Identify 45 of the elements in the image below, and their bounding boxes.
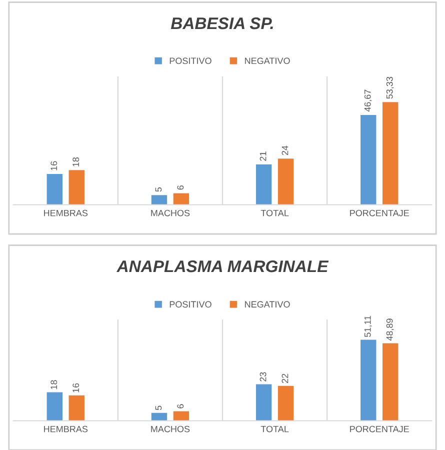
bar xyxy=(382,343,398,421)
legend-label: POSITIVO xyxy=(170,301,212,308)
x-tick-label: TOTAL xyxy=(260,426,289,432)
x-tick-label: MACHOS xyxy=(151,426,190,432)
bar xyxy=(278,386,294,421)
chart-title: BABESIA SP. xyxy=(170,17,273,30)
bar xyxy=(46,174,62,205)
data-label: 18 xyxy=(50,380,58,390)
bar xyxy=(68,395,84,421)
bar xyxy=(278,158,294,205)
data-label: 6 xyxy=(177,404,184,408)
bar xyxy=(382,102,398,205)
data-label: 16 xyxy=(50,161,58,170)
data-label: 48,89 xyxy=(386,318,394,341)
data-label: 21 xyxy=(260,152,266,161)
data-label: 18 xyxy=(72,157,80,166)
data-label: 24 xyxy=(282,146,288,156)
x-tick-label: MACHOS xyxy=(151,210,190,216)
legend-label: NEGATIVO xyxy=(245,58,290,64)
data-label: 6 xyxy=(177,186,184,190)
data-label: 5 xyxy=(155,187,162,192)
x-tick-label: PORCENTAJE xyxy=(350,426,409,432)
data-label: 51,11 xyxy=(364,316,372,337)
bar xyxy=(46,392,62,421)
data-label: 46,67 xyxy=(364,90,372,112)
x-tick-label: HEMBRAS xyxy=(44,210,88,216)
bar xyxy=(256,384,272,421)
bar xyxy=(68,170,84,205)
bar xyxy=(151,195,168,205)
bar xyxy=(256,164,272,205)
x-tick-label: HEMBRAS xyxy=(44,426,88,432)
bar xyxy=(360,114,376,205)
bar xyxy=(173,193,190,205)
data-label: 53,33 xyxy=(386,76,394,99)
data-label: 5 xyxy=(155,406,162,410)
x-tick-label: TOTAL xyxy=(260,210,289,216)
chart-title: ANAPLASMA MARGINALE xyxy=(116,260,329,272)
bar xyxy=(360,340,376,421)
x-tick-label: PORCENTAJE xyxy=(350,210,409,216)
legend-label: POSITIVO xyxy=(170,58,212,64)
bar xyxy=(173,411,190,421)
data-label: 23 xyxy=(260,372,266,382)
legend-label: NEGATIVO xyxy=(245,301,290,308)
data-label: 22 xyxy=(282,374,288,383)
data-label: 16 xyxy=(72,383,80,392)
